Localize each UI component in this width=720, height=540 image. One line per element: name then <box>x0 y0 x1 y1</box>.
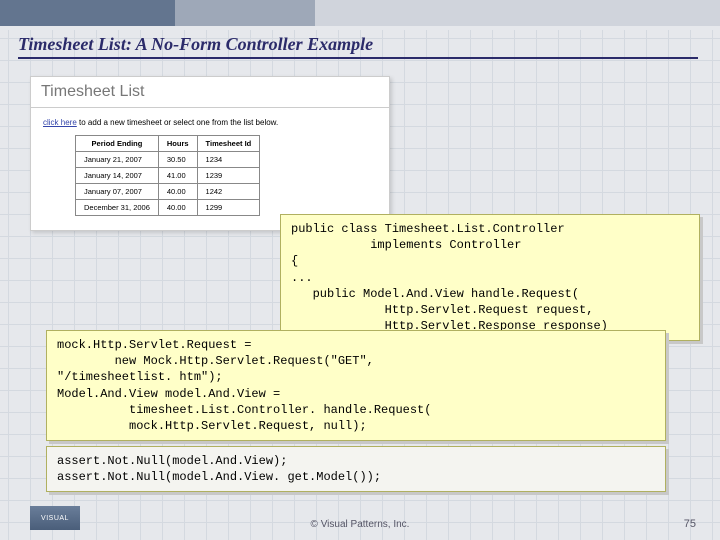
panel-heading: Timesheet List <box>31 77 389 108</box>
cell-id: 1234 <box>197 152 260 168</box>
top-bar-dark-segment <box>0 0 175 26</box>
table-row[interactable]: January 07, 2007 40.00 1242 <box>76 184 260 200</box>
top-bar-mid-segment <box>175 0 315 26</box>
table-header-row: Period Ending Hours Timesheet Id <box>76 136 260 152</box>
code-block-assert: assert.Not.Null(model.And.View); assert.… <box>46 446 666 492</box>
cell-hours: 41.00 <box>158 168 197 184</box>
cell-id: 1299 <box>197 200 260 216</box>
cell-period: January 21, 2007 <box>76 152 159 168</box>
page-number: 75 <box>684 518 696 530</box>
cell-hours: 40.00 <box>158 200 197 216</box>
cell-hours: 40.00 <box>158 184 197 200</box>
col-period: Period Ending <box>76 136 159 152</box>
code-block-mockrequest: mock.Http.Servlet.Request = new Mock.Htt… <box>46 330 666 441</box>
timesheet-table: Period Ending Hours Timesheet Id January… <box>75 135 260 216</box>
table-row[interactable]: December 31, 2006 40.00 1299 <box>76 200 260 216</box>
panel-body: click here to add a new timesheet or sel… <box>31 108 389 230</box>
panel-hint: click here to add a new timesheet or sel… <box>43 118 377 127</box>
slide-title: Timesheet List: A No-Form Controller Exa… <box>18 34 698 59</box>
col-id: Timesheet Id <box>197 136 260 152</box>
cell-period: December 31, 2006 <box>76 200 159 216</box>
col-hours: Hours <box>158 136 197 152</box>
cell-period: January 07, 2007 <box>76 184 159 200</box>
cell-period: January 14, 2007 <box>76 168 159 184</box>
cell-id: 1239 <box>197 168 260 184</box>
cell-hours: 30.50 <box>158 152 197 168</box>
cell-id: 1242 <box>197 184 260 200</box>
top-bar <box>0 0 720 26</box>
footer-copyright: © Visual Patterns, Inc. <box>0 519 720 530</box>
table-row[interactable]: January 14, 2007 41.00 1239 <box>76 168 260 184</box>
panel-hint-rest: to add a new timesheet or select one fro… <box>77 118 278 127</box>
add-timesheet-link[interactable]: click here <box>43 118 77 127</box>
timesheet-panel: Timesheet List click here to add a new t… <box>30 76 390 231</box>
table-row[interactable]: January 21, 2007 30.50 1234 <box>76 152 260 168</box>
code-block-controller: public class Timesheet.List.Controller i… <box>280 214 700 341</box>
